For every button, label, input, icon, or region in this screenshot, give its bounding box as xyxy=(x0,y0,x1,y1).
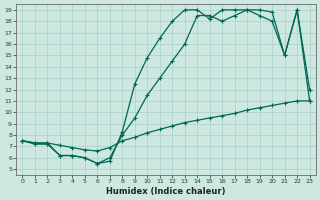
X-axis label: Humidex (Indice chaleur): Humidex (Indice chaleur) xyxy=(106,187,226,196)
